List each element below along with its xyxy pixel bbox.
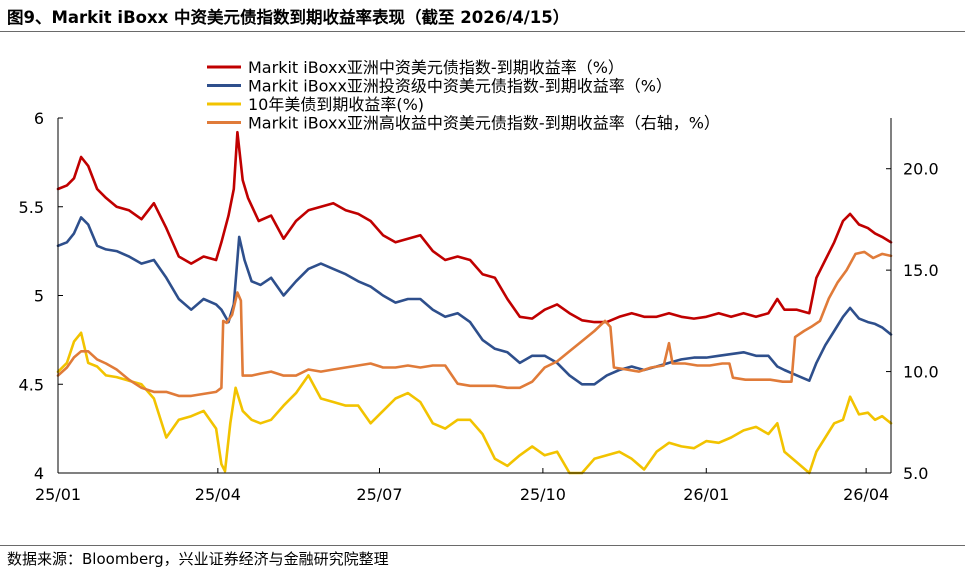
chart-source: 数据来源：Bloomberg，兴业证券经济与金融研究院整理 <box>7 550 389 568</box>
y-right-tick-label: 5.0 <box>903 464 928 483</box>
chart-title: 图9、Markit iBoxx 中资美元债指数到期收益率表现（截至 2026/4… <box>7 8 570 27</box>
series-line-3 <box>56 331 893 475</box>
x-tick-label: 26/04 <box>843 485 889 504</box>
x-tick-label: 26/01 <box>683 485 729 504</box>
source-divider <box>0 545 965 546</box>
y-left-tick-label: 5.5 <box>19 198 44 217</box>
x-tick-label: 25/04 <box>195 485 241 504</box>
series-line-2 <box>56 216 893 386</box>
y-left-tick-label: 4.5 <box>19 375 44 394</box>
x-tick-label: 25/01 <box>35 485 81 504</box>
legend-label-1: Markit iBoxx亚洲中资美元债指数-到期收益率（%） <box>248 58 624 77</box>
y-right-tick-label: 20.0 <box>903 160 939 179</box>
chart-series <box>56 130 893 475</box>
y-left-tick-label: 6 <box>34 109 44 128</box>
title-divider <box>0 31 965 32</box>
chart-canvas: Markit iBoxx亚洲中资美元债指数-到期收益率（%）Markit iBo… <box>19 58 939 504</box>
x-tick-label: 25/10 <box>520 485 566 504</box>
y-left-tick-label: 5 <box>34 287 44 306</box>
series-line-4 <box>56 250 893 398</box>
x-tick-label: 25/07 <box>356 485 402 504</box>
y-left-tick-label: 4 <box>34 464 44 483</box>
legend-label-3: 10年美债到期收益率(%) <box>248 95 424 114</box>
chart-legend: Markit iBoxx亚洲中资美元债指数-到期收益率（%）Markit iBo… <box>207 58 720 133</box>
legend-label-4: Markit iBoxx亚洲高收益中资美元债指数-到期收益率（右轴，%） <box>248 114 720 133</box>
y-right-tick-label: 10.0 <box>903 363 939 382</box>
legend-label-2: Markit iBoxx亚洲投资级中资美元债指数-到期收益率（%） <box>248 77 672 96</box>
series-line-1 <box>56 130 893 324</box>
y-right-tick-label: 15.0 <box>903 261 939 280</box>
chart-axes: 4 4.5 5 5.5 6 5.0 10.0 15.0 20.0 25/01 25/04 25/07 2… <box>19 109 939 504</box>
